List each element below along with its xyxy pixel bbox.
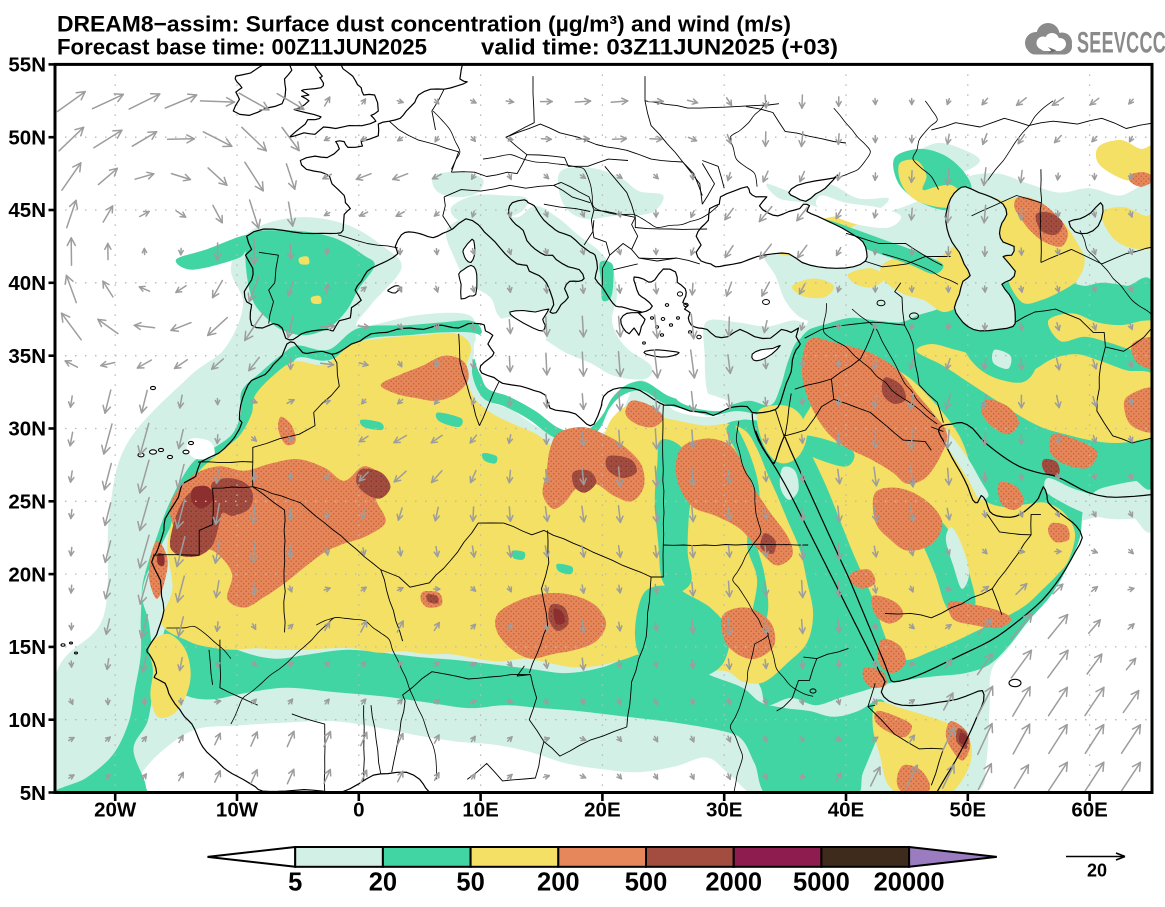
svg-text:60E: 60E bbox=[1071, 799, 1107, 822]
svg-text:DREAM8−assim: Surface dust con: DREAM8−assim: Surface dust concentration… bbox=[57, 12, 791, 37]
svg-text:30N: 30N bbox=[8, 418, 46, 441]
svg-text:20: 20 bbox=[369, 869, 397, 897]
svg-text:0: 0 bbox=[353, 799, 364, 822]
svg-text:SEEVCCC: SEEVCCC bbox=[1077, 27, 1165, 60]
svg-text:20000: 20000 bbox=[874, 869, 945, 897]
svg-text:20E: 20E bbox=[584, 799, 620, 822]
svg-text:20: 20 bbox=[1087, 861, 1107, 881]
svg-text:10W: 10W bbox=[216, 799, 259, 822]
svg-text:15N: 15N bbox=[8, 636, 46, 659]
svg-text:25N: 25N bbox=[8, 491, 46, 514]
svg-text:Forecast base time: 00Z11JUN20: Forecast base time: 00Z11JUN2025 bbox=[57, 34, 427, 59]
svg-text:45N: 45N bbox=[8, 199, 46, 222]
svg-text:5: 5 bbox=[288, 869, 302, 897]
svg-text:40E: 40E bbox=[828, 799, 864, 822]
svg-text:500: 500 bbox=[625, 869, 668, 897]
svg-text:55N: 55N bbox=[8, 54, 46, 77]
svg-text:20N: 20N bbox=[8, 563, 46, 586]
svg-text:50N: 50N bbox=[8, 126, 46, 149]
svg-text:valid time: 03Z11JUN2025 (+03): valid time: 03Z11JUN2025 (+03) bbox=[481, 34, 838, 59]
svg-text:30E: 30E bbox=[706, 799, 742, 822]
svg-text:20W: 20W bbox=[94, 799, 137, 822]
svg-text:5N: 5N bbox=[20, 782, 46, 805]
svg-text:40N: 40N bbox=[8, 272, 46, 295]
svg-text:200: 200 bbox=[537, 869, 580, 897]
svg-text:10N: 10N bbox=[8, 709, 46, 732]
svg-text:50E: 50E bbox=[950, 799, 986, 822]
svg-text:35N: 35N bbox=[8, 345, 46, 368]
svg-text:5000: 5000 bbox=[793, 869, 850, 897]
svg-text:50: 50 bbox=[456, 869, 484, 897]
svg-text:2000: 2000 bbox=[705, 869, 762, 897]
svg-text:10E: 10E bbox=[462, 799, 498, 822]
